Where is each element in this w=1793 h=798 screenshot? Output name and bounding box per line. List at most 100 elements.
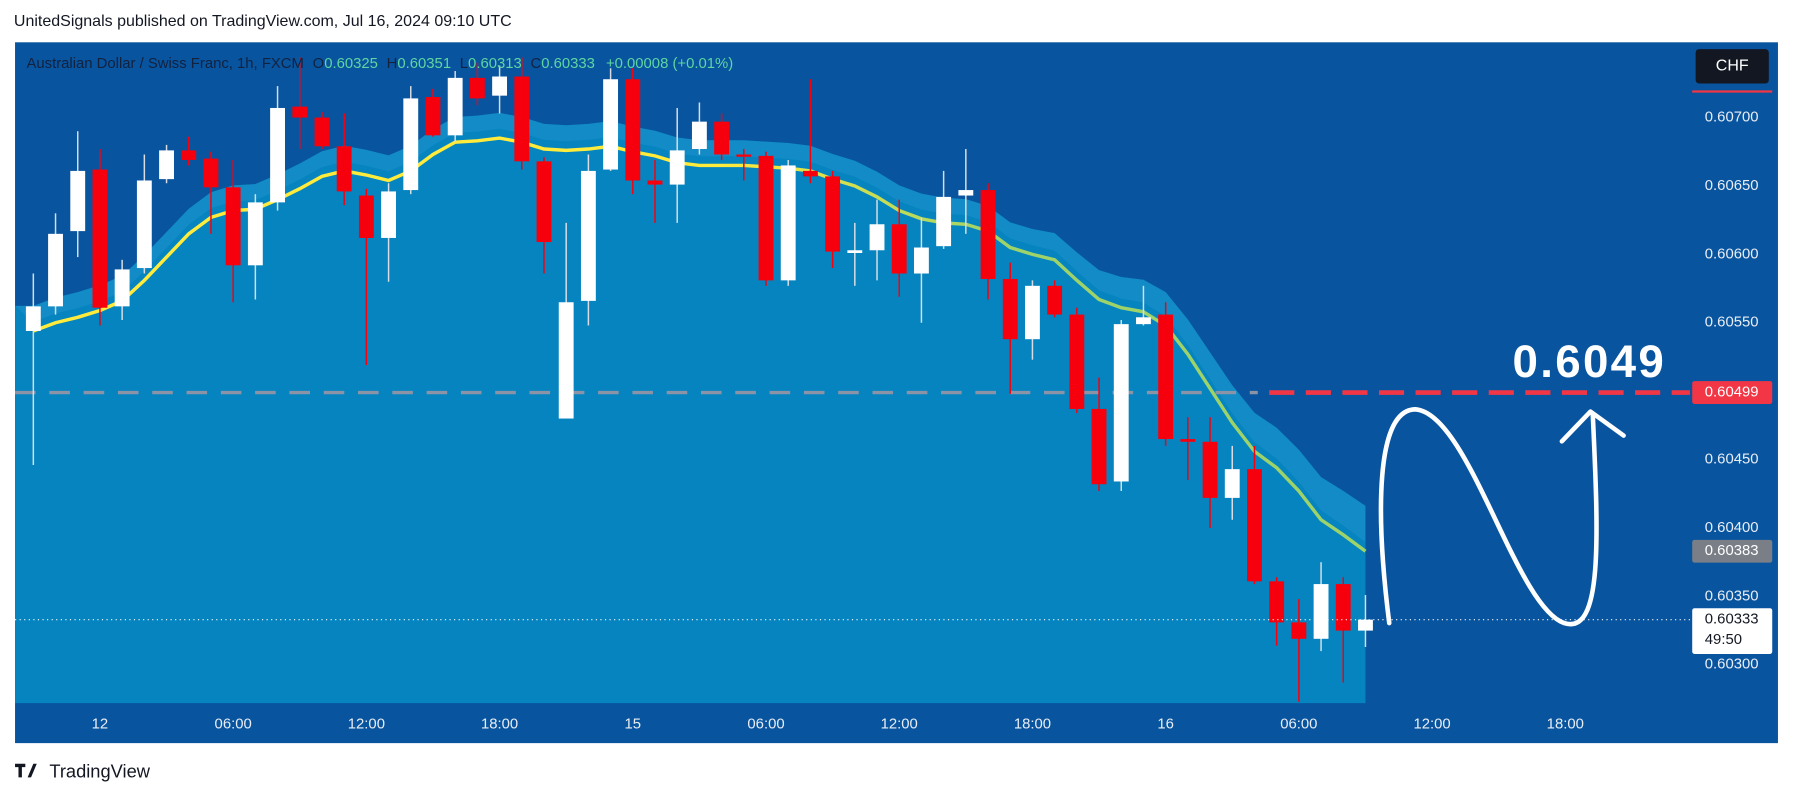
candle-body bbox=[514, 76, 530, 162]
price-tag-text: 0.60333 bbox=[1705, 612, 1759, 628]
candle-body bbox=[1291, 622, 1307, 639]
ohlc-label: C bbox=[531, 56, 542, 72]
change: +0.00008 (+0.01%) bbox=[606, 56, 733, 72]
candle-body bbox=[1202, 441, 1218, 498]
candle-body bbox=[181, 150, 197, 160]
y-tick-label: 0.60650 bbox=[1705, 178, 1759, 194]
candle-body bbox=[891, 224, 907, 274]
candle-body bbox=[536, 161, 552, 243]
candle-body bbox=[358, 195, 374, 238]
candle-body bbox=[1313, 584, 1329, 639]
candle-body bbox=[203, 158, 219, 188]
price-tag bbox=[1692, 608, 1773, 654]
x-tick-label: 18:00 bbox=[1547, 717, 1584, 733]
y-tick-label: 0.60300 bbox=[1705, 657, 1759, 673]
candle-body bbox=[1091, 408, 1107, 485]
candle-body bbox=[336, 146, 352, 192]
band-area bbox=[15, 112, 1366, 704]
candle-body bbox=[492, 76, 508, 96]
x-tick-label: 16 bbox=[1157, 717, 1174, 733]
candle-body bbox=[1047, 285, 1063, 315]
x-tick-label: 12:00 bbox=[1413, 717, 1450, 733]
x-tick-label: 12:00 bbox=[881, 717, 918, 733]
candle-body bbox=[1224, 469, 1240, 498]
y-tick-label: 0.60700 bbox=[1705, 109, 1759, 125]
candle-body bbox=[936, 196, 952, 247]
currency-button[interactable] bbox=[1695, 49, 1769, 84]
candle-body bbox=[980, 190, 996, 279]
footer-logo: TradingView bbox=[15, 761, 151, 782]
candle-body bbox=[403, 98, 419, 191]
candle-body bbox=[1335, 584, 1351, 631]
candle-body bbox=[1113, 324, 1129, 482]
candle-body bbox=[314, 117, 330, 147]
level-tag-text: 0.60499 bbox=[1705, 384, 1759, 400]
candle-body bbox=[1136, 317, 1151, 325]
candle-body bbox=[603, 79, 619, 170]
x-tick-label: 18:00 bbox=[1014, 717, 1051, 733]
annotation: 0.6049 bbox=[1513, 336, 1667, 387]
footer-text: TradingView bbox=[49, 761, 150, 782]
candle-body bbox=[1180, 439, 1196, 442]
candle-body bbox=[1158, 314, 1174, 440]
plot-layer bbox=[15, 57, 1690, 702]
y-tick-label: 0.60550 bbox=[1705, 315, 1759, 331]
candle-body bbox=[1269, 581, 1285, 623]
candle-body bbox=[802, 170, 818, 177]
candle-body bbox=[847, 250, 863, 253]
symbol: Australian Dollar / Swiss Franc, 1h, FXC… bbox=[26, 56, 303, 72]
legend: Australian Dollar / Swiss Franc, 1h, FXC… bbox=[26, 56, 733, 72]
ma-tag bbox=[1692, 539, 1773, 563]
y-tick-label: 0.60400 bbox=[1705, 520, 1759, 536]
candle-body bbox=[425, 97, 441, 136]
candle-body bbox=[580, 170, 596, 301]
candle-body bbox=[447, 77, 463, 136]
candle-body bbox=[1002, 278, 1018, 340]
y-tick-label: 0.60350 bbox=[1705, 588, 1759, 604]
ohlc-value: 0.60325 bbox=[324, 56, 378, 72]
candle-body bbox=[25, 306, 41, 331]
candle-body bbox=[70, 170, 86, 232]
candle-body bbox=[48, 233, 63, 307]
y-tick-label: 0.60450 bbox=[1705, 452, 1759, 468]
candle-body bbox=[114, 269, 130, 307]
candle-body bbox=[625, 79, 641, 181]
ohlc-label: O bbox=[313, 56, 325, 72]
candle-body bbox=[1025, 285, 1040, 340]
candle-body bbox=[691, 121, 707, 150]
ohlc-value: 0.60313 bbox=[468, 56, 522, 72]
candle-body bbox=[780, 165, 796, 281]
header: UnitedSignals published on TradingView.c… bbox=[14, 13, 512, 30]
countdown: 49:50 bbox=[1705, 632, 1742, 648]
candle-body bbox=[558, 302, 574, 419]
candle-body bbox=[1069, 314, 1085, 409]
ohlc-value: 0.60351 bbox=[397, 56, 451, 72]
candle-body bbox=[247, 202, 263, 266]
ohlc-label: L bbox=[460, 56, 468, 72]
candle-body bbox=[225, 187, 241, 266]
candle-body bbox=[1247, 469, 1262, 582]
candle-body bbox=[958, 190, 974, 196]
candle-body bbox=[469, 77, 485, 99]
x-tick-label: 12:00 bbox=[348, 717, 385, 733]
x-tick-label: 06:00 bbox=[215, 717, 252, 733]
candle-body bbox=[159, 150, 174, 180]
candle-body bbox=[647, 180, 663, 185]
candle-body bbox=[714, 121, 730, 155]
band-layer bbox=[15, 112, 1366, 704]
candle-body bbox=[136, 180, 152, 269]
x-tick-label: 15 bbox=[625, 717, 642, 733]
candle-body bbox=[1358, 619, 1373, 631]
candle-body bbox=[292, 106, 308, 118]
candle-body bbox=[381, 191, 397, 238]
currency-label[interactable]: CHF bbox=[1716, 58, 1749, 75]
candle-body bbox=[825, 176, 841, 252]
candle-body bbox=[270, 107, 285, 203]
ohlc-label: H bbox=[387, 56, 398, 72]
candle-body bbox=[669, 150, 685, 185]
candle-body bbox=[869, 224, 885, 251]
ohlc-value: 0.60333 bbox=[541, 56, 595, 72]
logo-mark bbox=[15, 763, 37, 778]
candle-body bbox=[736, 154, 752, 157]
